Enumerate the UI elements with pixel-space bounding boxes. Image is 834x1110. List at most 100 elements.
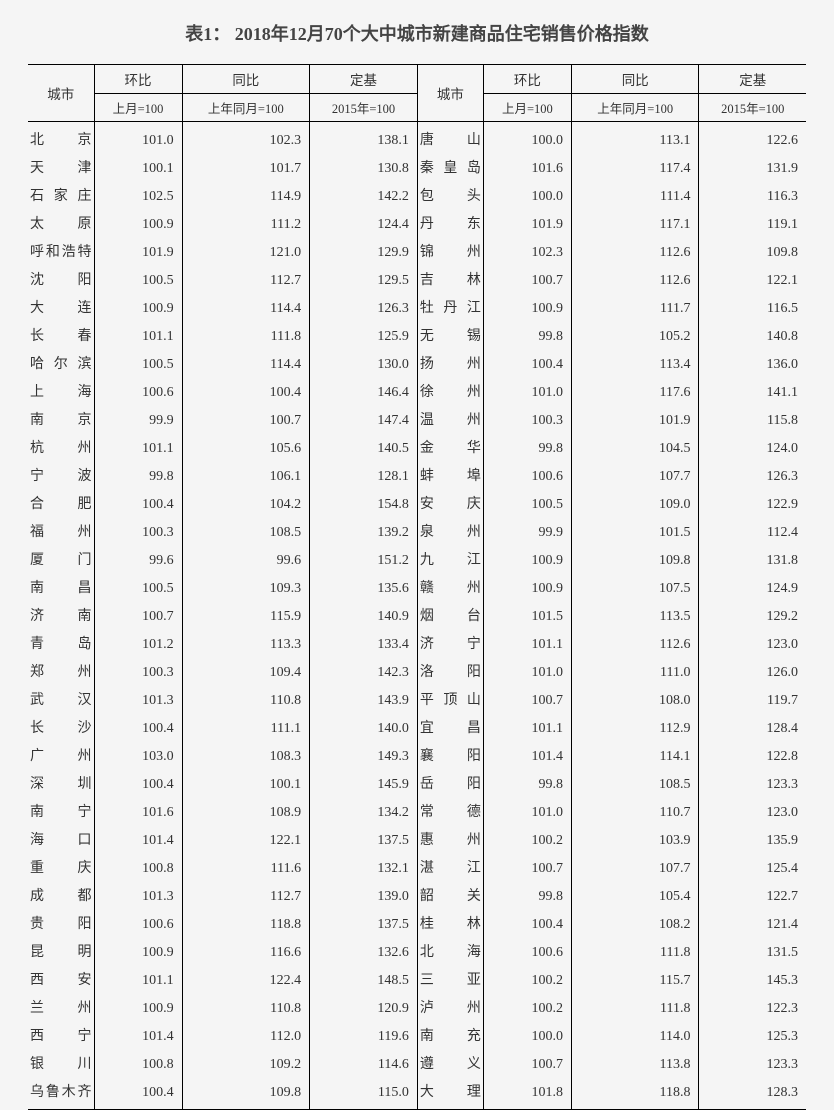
base-left: 140.0 <box>310 715 418 743</box>
base-left: 142.2 <box>310 183 418 211</box>
header-mom-sub-1: 上月=100 <box>94 94 182 122</box>
yoy-left: 116.6 <box>182 939 310 967</box>
header-base-sub-1: 2015年=100 <box>310 94 418 122</box>
yoy-left: 111.2 <box>182 211 310 239</box>
mom-right: 99.8 <box>483 883 571 911</box>
yoy-right: 114.0 <box>571 1023 699 1051</box>
header-mom-sub-2: 上月=100 <box>483 94 571 122</box>
mom-left: 102.5 <box>94 183 182 211</box>
base-left: 128.1 <box>310 463 418 491</box>
yoy-right: 113.4 <box>571 351 699 379</box>
mom-left: 101.4 <box>94 1023 182 1051</box>
city-left: 深圳 <box>28 771 94 799</box>
city-left: 海口 <box>28 827 94 855</box>
table-row: 长沙100.4111.1140.0宜昌101.1112.9128.4 <box>28 715 806 743</box>
yoy-right: 112.6 <box>571 239 699 267</box>
city-left: 哈尔滨 <box>28 351 94 379</box>
table-row: 长春101.1111.8125.9无锡99.8105.2140.8 <box>28 323 806 351</box>
mom-right: 100.4 <box>483 351 571 379</box>
table-row: 沈阳100.5112.7129.5吉林100.7112.6122.1 <box>28 267 806 295</box>
city-left: 呼和浩特 <box>28 239 94 267</box>
yoy-right: 111.8 <box>571 995 699 1023</box>
mom-right: 101.0 <box>483 379 571 407</box>
base-right: 123.0 <box>699 631 806 659</box>
table-row: 银川100.8109.2114.6遵义100.7113.8123.3 <box>28 1051 806 1079</box>
city-left: 石家庄 <box>28 183 94 211</box>
city-right: 温州 <box>417 407 483 435</box>
yoy-left: 113.3 <box>182 631 310 659</box>
base-left: 119.6 <box>310 1023 418 1051</box>
base-left: 139.2 <box>310 519 418 547</box>
city-right: 秦皇岛 <box>417 155 483 183</box>
yoy-left: 121.0 <box>182 239 310 267</box>
city-left: 北京 <box>28 122 94 155</box>
city-left: 福州 <box>28 519 94 547</box>
yoy-right: 111.7 <box>571 295 699 323</box>
base-right: 116.3 <box>699 183 806 211</box>
yoy-right: 108.2 <box>571 911 699 939</box>
city-right: 宜昌 <box>417 715 483 743</box>
city-left: 广州 <box>28 743 94 771</box>
city-right: 赣州 <box>417 575 483 603</box>
yoy-left: 111.1 <box>182 715 310 743</box>
base-left: 154.8 <box>310 491 418 519</box>
base-left: 129.5 <box>310 267 418 295</box>
table-row: 石家庄102.5114.9142.2包头100.0111.4116.3 <box>28 183 806 211</box>
base-left: 134.2 <box>310 799 418 827</box>
city-left: 厦门 <box>28 547 94 575</box>
yoy-right: 107.7 <box>571 463 699 491</box>
base-left: 137.5 <box>310 827 418 855</box>
city-left: 昆明 <box>28 939 94 967</box>
city-right: 包头 <box>417 183 483 211</box>
header-yoy-sub-1: 上年同月=100 <box>182 94 310 122</box>
mom-right: 100.7 <box>483 267 571 295</box>
table-row: 福州100.3108.5139.2泉州99.9101.5112.4 <box>28 519 806 547</box>
mom-left: 100.4 <box>94 715 182 743</box>
header-mom-2: 环比 <box>483 65 571 94</box>
table-row: 南昌100.5109.3135.6赣州100.9107.5124.9 <box>28 575 806 603</box>
table-row: 大连100.9114.4126.3牡丹江100.9111.7116.5 <box>28 295 806 323</box>
table-row: 南宁101.6108.9134.2常德101.0110.7123.0 <box>28 799 806 827</box>
mom-right: 102.3 <box>483 239 571 267</box>
table-row: 北京101.0102.3138.1唐山100.0113.1122.6 <box>28 122 806 155</box>
mom-right: 100.2 <box>483 827 571 855</box>
yoy-right: 112.6 <box>571 631 699 659</box>
mom-left: 101.1 <box>94 323 182 351</box>
mom-left: 100.5 <box>94 351 182 379</box>
base-left: 138.1 <box>310 122 418 155</box>
base-left: 124.4 <box>310 211 418 239</box>
yoy-left: 115.9 <box>182 603 310 631</box>
mom-left: 100.4 <box>94 491 182 519</box>
city-right: 遵义 <box>417 1051 483 1079</box>
mom-left: 101.3 <box>94 687 182 715</box>
mom-left: 101.9 <box>94 239 182 267</box>
yoy-right: 110.7 <box>571 799 699 827</box>
mom-left: 100.9 <box>94 295 182 323</box>
mom-right: 99.8 <box>483 323 571 351</box>
city-left: 银川 <box>28 1051 94 1079</box>
mom-left: 100.3 <box>94 659 182 687</box>
yoy-left: 100.1 <box>182 771 310 799</box>
header-mom-1: 环比 <box>94 65 182 94</box>
yoy-right: 105.4 <box>571 883 699 911</box>
base-right: 122.9 <box>699 491 806 519</box>
yoy-left: 109.2 <box>182 1051 310 1079</box>
yoy-right: 112.9 <box>571 715 699 743</box>
yoy-left: 110.8 <box>182 995 310 1023</box>
yoy-left: 109.8 <box>182 1079 310 1110</box>
header-yoy-2: 同比 <box>571 65 699 94</box>
mom-left: 101.1 <box>94 967 182 995</box>
mom-left: 101.2 <box>94 631 182 659</box>
mom-left: 99.9 <box>94 407 182 435</box>
city-right: 丹东 <box>417 211 483 239</box>
base-left: 125.9 <box>310 323 418 351</box>
yoy-left: 118.8 <box>182 911 310 939</box>
city-right: 襄阳 <box>417 743 483 771</box>
base-right: 128.3 <box>699 1079 806 1110</box>
base-right: 121.4 <box>699 911 806 939</box>
mom-left: 100.4 <box>94 771 182 799</box>
yoy-right: 103.9 <box>571 827 699 855</box>
yoy-right: 113.8 <box>571 1051 699 1079</box>
city-left: 乌鲁木齐 <box>28 1079 94 1110</box>
yoy-right: 109.8 <box>571 547 699 575</box>
